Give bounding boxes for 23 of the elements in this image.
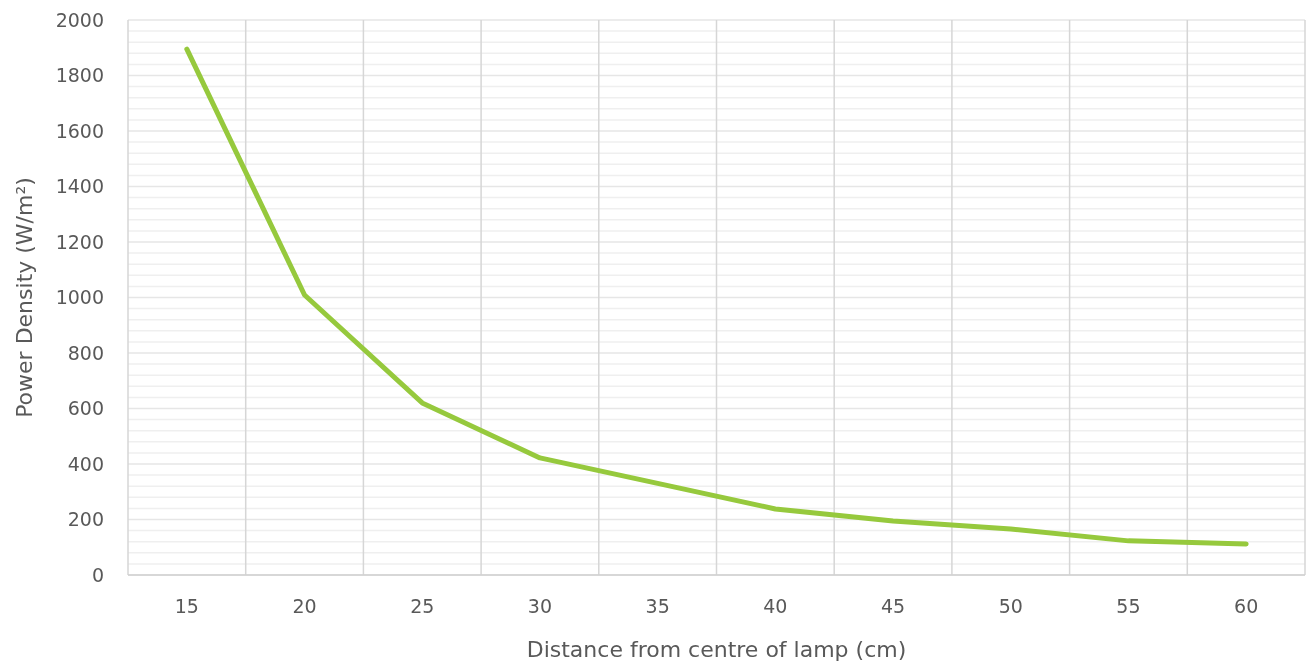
y-tick-label: 1600: [55, 119, 104, 142]
y-tick-label: 1800: [55, 64, 104, 87]
y-tick-label: 1000: [55, 286, 104, 309]
x-tick-label: 55: [1116, 595, 1141, 617]
x-tick-label: 60: [1234, 595, 1259, 617]
x-tick-label: 45: [880, 595, 906, 617]
x-axis-title: Distance from centre of lamp (cm): [526, 637, 907, 662]
y-tick-label: 1200: [55, 230, 104, 253]
x-tick-label: 35: [645, 595, 670, 617]
y-tick-label: 200: [67, 508, 104, 531]
x-tick-label: 15: [174, 595, 199, 617]
y-tick-label: 0: [91, 563, 104, 586]
x-tick-label: 40: [763, 595, 788, 617]
y-tick-label: 1400: [55, 175, 104, 198]
x-tick-label: 25: [410, 595, 435, 617]
x-tick-label: 50: [998, 595, 1023, 617]
x-tick-label: 30: [527, 595, 553, 617]
y-tick-label: 600: [67, 397, 104, 420]
y-tick-label: 400: [67, 452, 104, 475]
y-tick-label: 800: [67, 341, 104, 364]
x-tick-label: 20: [292, 595, 317, 617]
y-tick-label: 2000: [55, 8, 104, 31]
y-axis-title: Power Density (W/m²): [12, 177, 37, 418]
